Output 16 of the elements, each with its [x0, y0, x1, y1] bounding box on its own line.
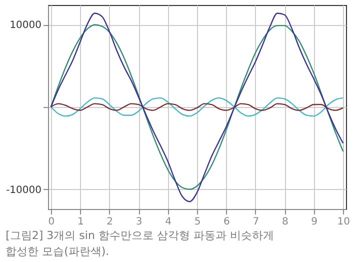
x-tick-label: 6	[224, 216, 230, 228]
x-tick-label: 1	[77, 216, 84, 228]
x-tick-label: 0	[48, 216, 55, 228]
line-series	[50, 103, 344, 111]
x-tick-label: 5	[194, 216, 201, 228]
x-tick-label: 8	[282, 216, 288, 228]
line-series	[50, 97, 344, 117]
x-tick-label: 3	[136, 216, 142, 228]
x-tick-label: 2	[106, 216, 114, 228]
text: [그림2] 3개의 sin 함수만으로 삼각형 파동과 비슷하게 합성한 모습(파란색).	[6, 229, 274, 258]
x-tick-label: 4	[165, 216, 172, 228]
x-tick-label: 7	[252, 216, 260, 228]
x-tick-label: 10	[337, 216, 350, 228]
y-tick-label: -10000	[6, 184, 42, 196]
x-tick-label: 9	[311, 216, 318, 228]
y-tick-label: 10000	[10, 20, 42, 32]
